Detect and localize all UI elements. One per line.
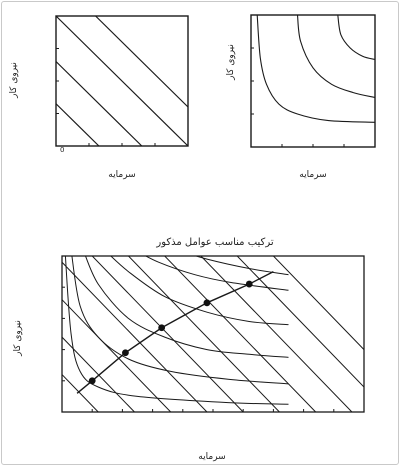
- isoquant-x-axis-label: سرمایه: [299, 170, 326, 180]
- isoquant-curve: [296, 14, 376, 99]
- optimal-x-axis-label: سرمایه: [198, 452, 225, 462]
- isoquant-curve: [256, 14, 376, 123]
- isocost-line: [55, 103, 100, 147]
- isocost-diagonal: [236, 256, 364, 388]
- optimal-point: [122, 349, 129, 357]
- isocost-diagonal: [62, 374, 99, 412]
- isoquant-plot-frame: [250, 14, 376, 148]
- isocost-diagonal: [62, 261, 208, 412]
- isocost-line: [55, 15, 189, 147]
- isocost-diagonal: [272, 256, 364, 351]
- isocost-panel: 0 سرمایه نیروی کار: [9, 15, 189, 180]
- optimal-plot-area: [62, 256, 364, 412]
- optimal-point: [88, 377, 96, 385]
- isoquant-curve: [194, 256, 289, 276]
- isocost-diagonal: [62, 299, 172, 412]
- optimal-y-axis-label: نیروی کار: [13, 320, 23, 357]
- optimal-point: [203, 299, 211, 307]
- optimal-chart-title: ترکیب مناسب عوامل مذکور: [155, 237, 273, 248]
- isoquant-panel: سرمایه نیروی کار: [226, 14, 376, 180]
- isocost-diagonal: [91, 256, 244, 412]
- isocost-y-axis-label: نیروی کار: [9, 62, 19, 99]
- isocost-diagonal: [163, 256, 317, 412]
- isoquant-curve: [110, 256, 289, 326]
- isoquant-curve: [64, 256, 289, 405]
- optimal-point: [158, 324, 166, 332]
- isoquant-y-axis-label: نیروی کار: [226, 44, 236, 81]
- isocost-diagonal: [200, 256, 353, 412]
- isocost-x-origin-label: 0: [60, 146, 64, 154]
- optimal-combination-panel: ترکیب مناسب عوامل مذکور سرمایه نیروی کار: [13, 237, 365, 462]
- isocost-line: [55, 61, 143, 147]
- isocost-x-axis-label: سرمایه: [108, 170, 135, 180]
- isoquant-curve: [71, 256, 289, 385]
- optimal-point: [245, 280, 253, 288]
- isocost-line: [95, 15, 189, 108]
- isocost-diagonal: [62, 336, 135, 412]
- isoquant-curve: [85, 256, 289, 358]
- isoquant-curve: [337, 14, 376, 61]
